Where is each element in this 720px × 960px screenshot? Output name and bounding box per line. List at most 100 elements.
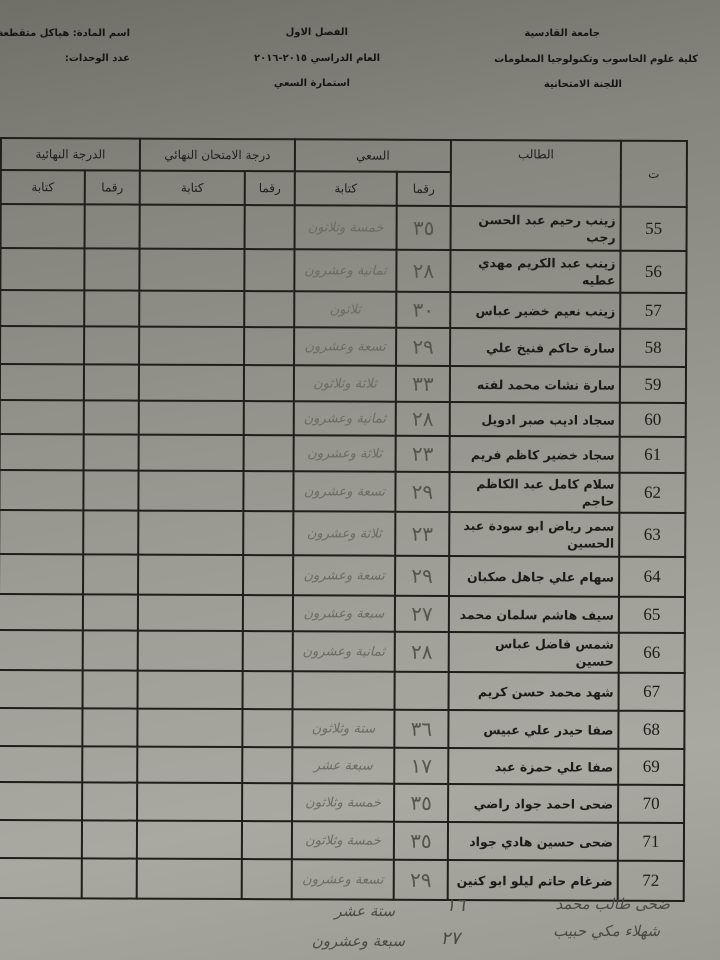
final-words: [0, 669, 83, 709]
student-name: زينب رحيم عبد الحسن رجب: [450, 205, 621, 251]
effort-words: ستة وثلاثون: [292, 709, 395, 748]
final-digits: [82, 594, 139, 631]
col-final-grade-header: الدرجة النهائية: [0, 138, 141, 171]
table-row: 67 شهد محمد حسن كريم: [0, 669, 685, 711]
final-digits: [83, 400, 139, 435]
final-digits-header: رقما: [84, 170, 140, 205]
col-student-header: الطالب: [450, 139, 621, 207]
table-row: 57 زينب نعيم خضير عباس ٣٠ ثلاثون: [0, 290, 687, 329]
effort-words: ثلاثة وعشرون: [293, 435, 396, 472]
exam-words: [136, 820, 243, 860]
effort-digits: ١٧: [394, 747, 449, 784]
effort-words: تسعة وعشرون: [294, 327, 397, 366]
subject-name: اسم المادة: هياكل متقطعة: [0, 28, 130, 39]
exam-words: [137, 782, 243, 822]
final-words: [0, 509, 84, 555]
exam-digits: [243, 401, 294, 436]
row-number: 55: [620, 206, 687, 251]
effort-digits: ٢٣: [395, 511, 450, 556]
col-effort-header: السعي: [294, 139, 451, 172]
student-name: سهام علي جاهل صكبان: [449, 555, 620, 597]
final-words: [0, 819, 83, 859]
exam-words: [137, 594, 244, 632]
effort-words: ثلاثة وعشرون: [293, 511, 396, 556]
final-digits: [82, 630, 138, 671]
student-name: سيف هاشم سلمان محمد: [448, 595, 620, 633]
final-digits: [83, 554, 139, 595]
effort-digits: ٣٣: [395, 365, 451, 402]
effort-digits: ٢٣: [395, 435, 450, 472]
final-digits: [81, 820, 138, 859]
exam-words: [136, 858, 242, 900]
row-number: 59: [619, 366, 687, 403]
effort-words: ثمانية وعشرون: [294, 249, 397, 292]
student-name: ضحى احمد جواد راضي: [448, 783, 619, 823]
exam-words: [139, 290, 245, 328]
effort-words: تسعة وعشرون: [293, 471, 396, 512]
semester: الفصل الاول: [285, 27, 348, 38]
effort-digits: ٢٩: [396, 327, 451, 366]
table-row: 66 شمس فاضل عباس حسين ٢٨ ثمانية وعشرون: [0, 629, 685, 673]
row-number: 57: [620, 292, 687, 329]
final-digits: [82, 782, 138, 821]
row-number: 66: [618, 632, 685, 673]
final-digits: [83, 364, 140, 401]
exam-words: [138, 510, 244, 556]
exam-words: [137, 708, 243, 748]
table-row: 58 سارة حاكم فنيخ علي ٢٩ تسعة وعشرون: [0, 326, 687, 367]
exam-words-header: كتابة: [139, 170, 245, 206]
row-number: 71: [617, 822, 685, 861]
exam-digits: [243, 435, 294, 472]
exam-digits: [243, 511, 294, 556]
extra-student-digits: ٢٧: [440, 928, 460, 949]
exam-words: [138, 470, 244, 512]
student-name: سجاد اديب صبر ادويل: [449, 401, 620, 437]
exam-digits: [241, 859, 292, 900]
exam-digits: [241, 821, 293, 860]
exam-digits: [244, 205, 295, 250]
row-number: 67: [618, 672, 685, 711]
effort-digits-header: رقما: [396, 171, 451, 206]
exam-digits: [244, 327, 295, 366]
units-count: عدد الوحدات:: [64, 53, 130, 64]
final-digits: [84, 248, 140, 291]
final-words: [0, 248, 85, 291]
row-number: 56: [620, 250, 687, 293]
extra-student-digits: ١٦: [445, 895, 465, 916]
table-row: 64 سهام علي جاهل صكبان ٢٩ تسعة وعشرون: [0, 553, 686, 597]
student-name: زينب عبد الكريم مهدي عطيه: [450, 249, 621, 293]
final-digits: [84, 326, 140, 365]
exam-digits: [243, 555, 294, 596]
table-row: 56 زينب عبد الكريم مهدي عطيه ٢٨ ثمانية وعشر…: [0, 248, 687, 293]
student-name: سارة حاكم فنيخ علي: [450, 327, 621, 367]
effort-digits: ٢٨: [394, 631, 449, 672]
exam-digits: [243, 365, 295, 402]
final-words: [0, 629, 83, 671]
exam-words: [138, 364, 245, 402]
exam-digits: [242, 709, 293, 748]
table-row: 59 سارة نشات محمد لفته ٣٣ ثلاثة وثلاثون: [0, 364, 687, 403]
effort-digits: ٢٧: [394, 595, 450, 632]
col-final-exam-header: درجة الامتحان النهائي: [139, 138, 295, 172]
final-words: [0, 857, 82, 899]
table-row: 69 صفا علي حمزة عبد ١٧ سبعة عشر: [0, 745, 685, 785]
effort-digits: ٣٦: [394, 709, 449, 748]
final-digits: [84, 204, 140, 249]
effort-words: خمسة وثلاثون: [292, 783, 395, 822]
exam-words: [138, 554, 244, 596]
exam-committee: اللجنة الامتحانية: [543, 79, 622, 90]
exam-digits: [244, 249, 295, 292]
effort-digits: ٢٩: [395, 555, 450, 596]
student-name: سمر رياض ابو سودة عبد الحسين: [449, 511, 620, 557]
row-number: 62: [619, 472, 686, 513]
extra-student-name: ضحى طالب محمد: [555, 895, 670, 913]
final-digits: [84, 290, 140, 327]
student-name: شمس فاضل عباس حسين: [448, 631, 619, 673]
final-words: [0, 290, 85, 327]
table-row: 68 صفا حيدر علي عبيس ٣٦ ستة وثلاثون: [0, 707, 685, 749]
student-name: صفا حيدر علي عبيس: [448, 709, 619, 749]
effort-words-header: كتابة: [294, 171, 397, 206]
table-row: 62 سلام كامل عبد الكاظم حاجم ٢٩ تسعة وعشرون: [0, 469, 686, 513]
exam-words: [139, 204, 245, 250]
effort-words: سبعة عشر: [292, 747, 395, 784]
